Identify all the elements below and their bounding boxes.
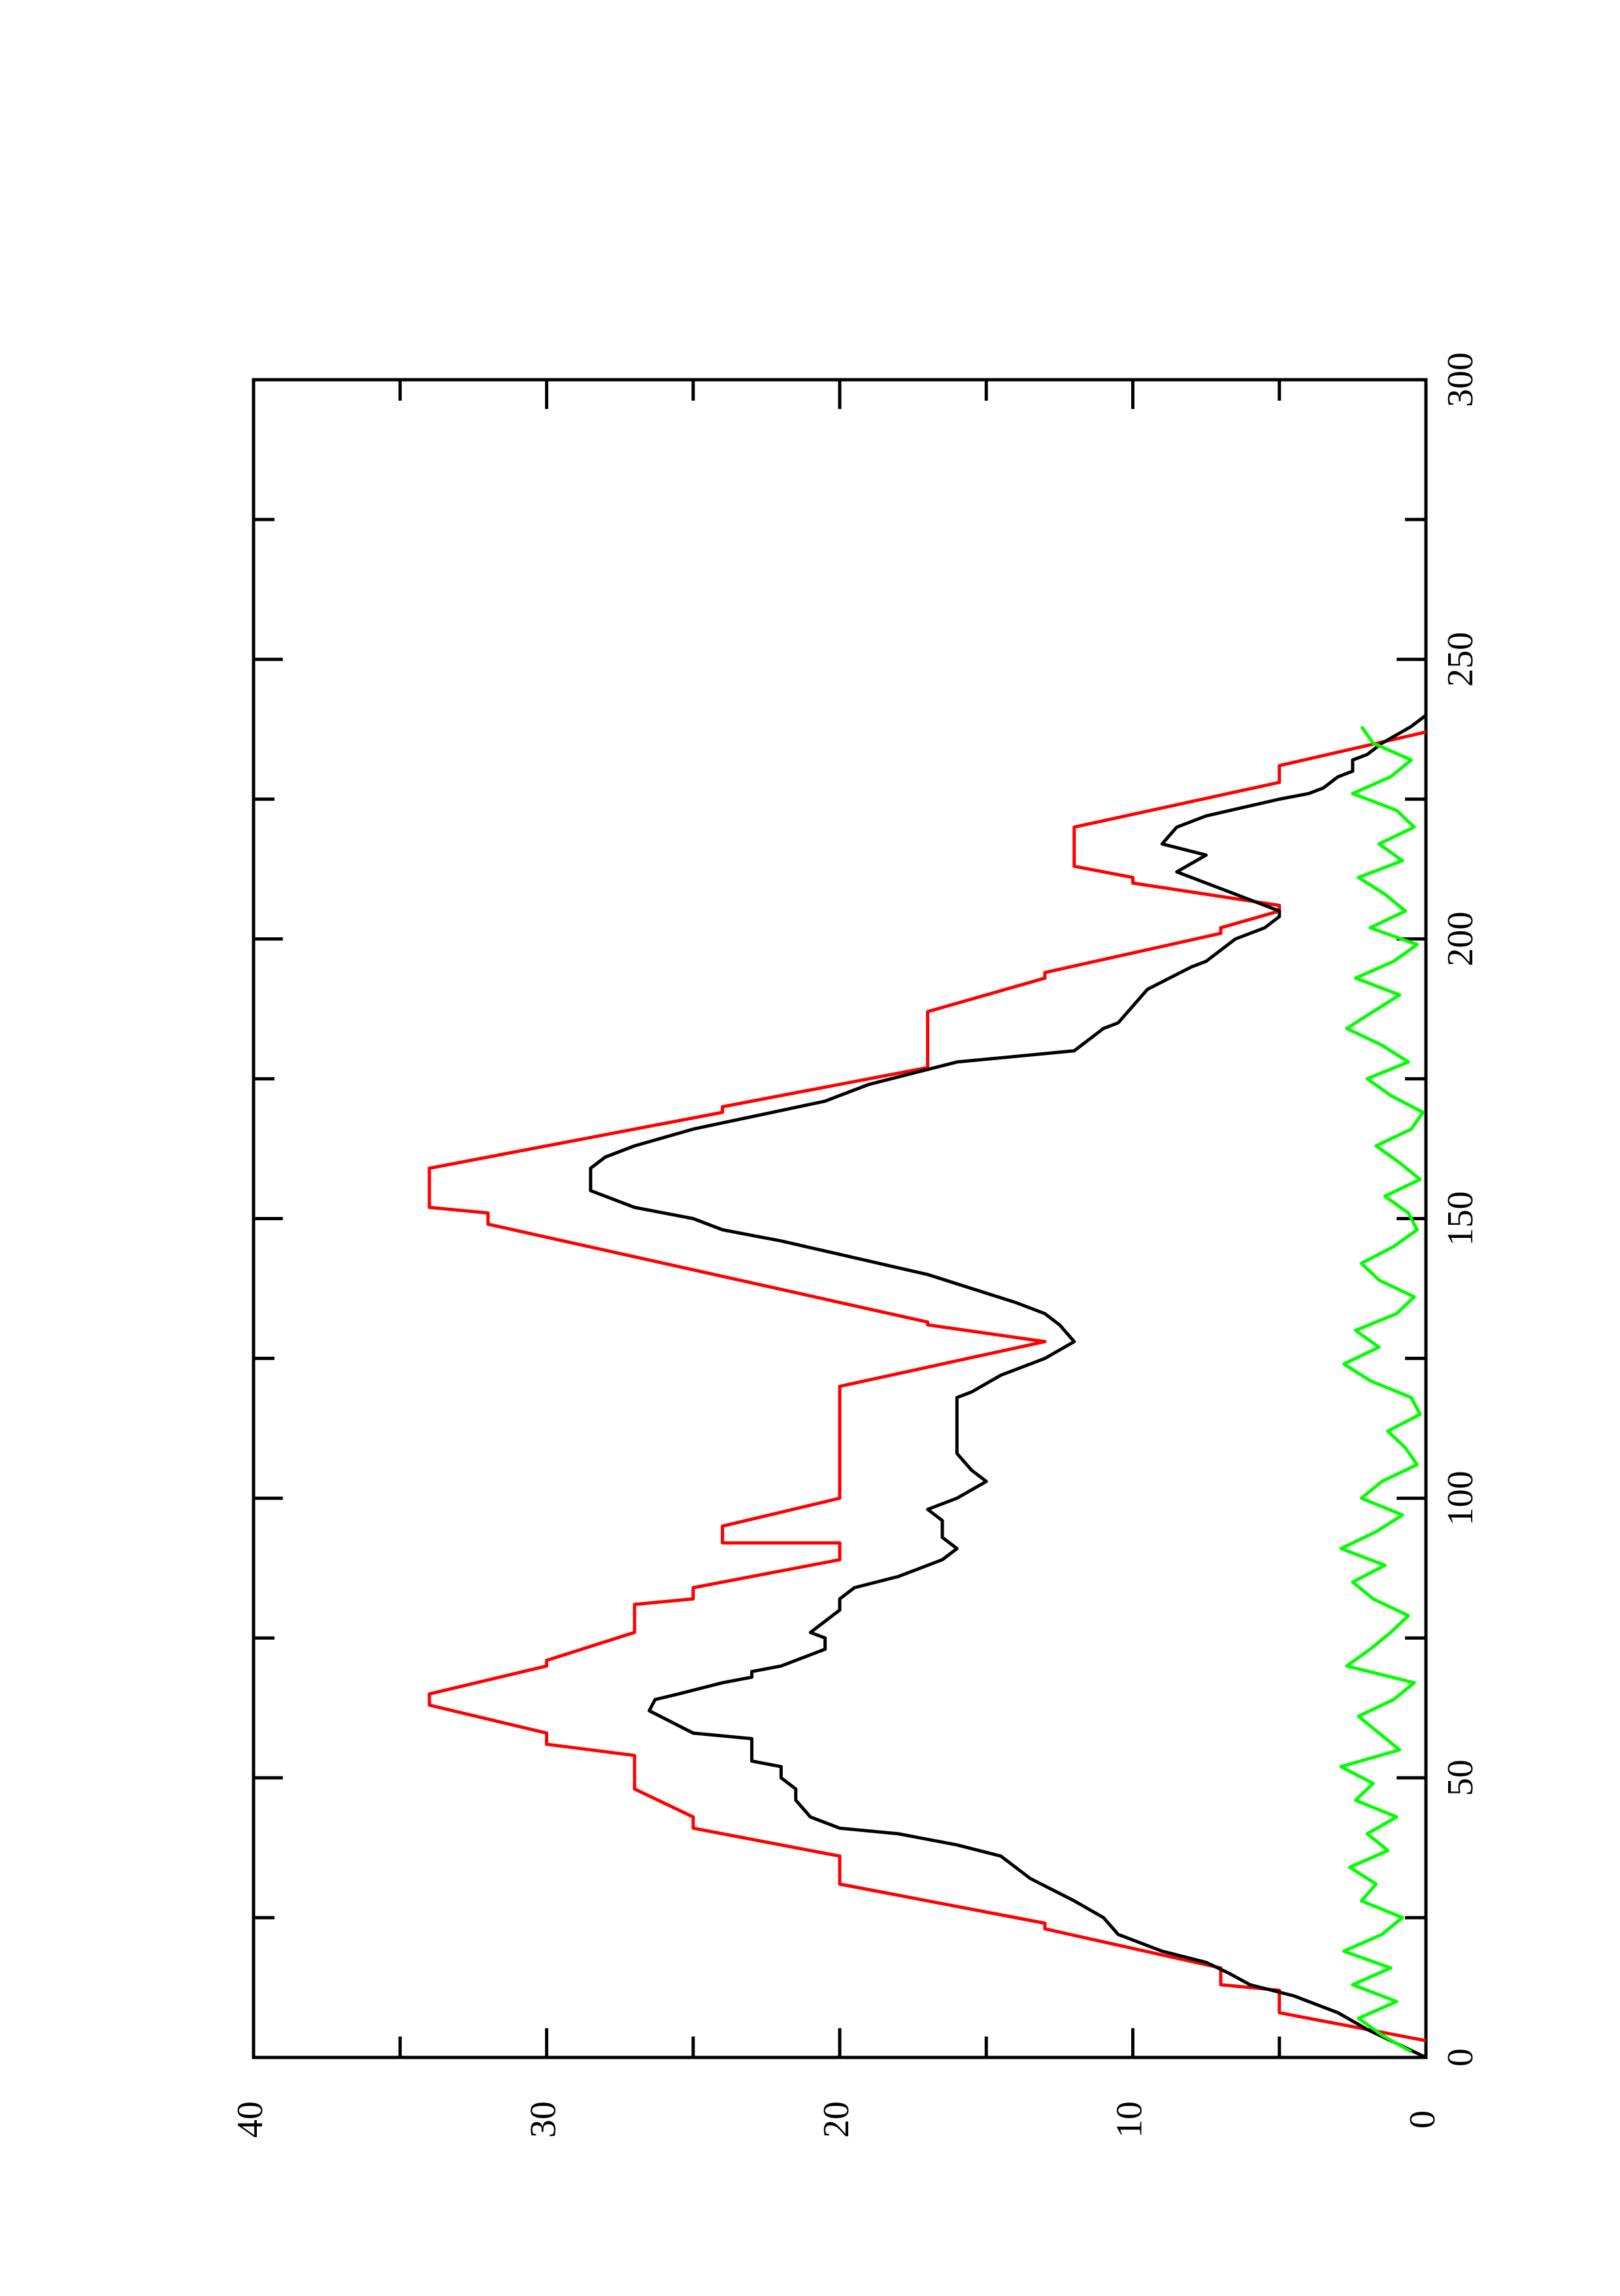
plot-frame (252, 378, 1428, 2059)
x-tick-label: 100 (1440, 1471, 1481, 1525)
data-line (589, 714, 1427, 2059)
x-tick-label: 150 (1440, 1191, 1481, 1246)
data-line (427, 730, 1427, 2042)
y-tick-label: 10 (1109, 2101, 1149, 2138)
y-tick-label: 0 (1402, 2110, 1443, 2129)
data-line (1339, 725, 1425, 2054)
y-tick-label: 30 (523, 2101, 563, 2138)
x-tick-label: 0 (1440, 2048, 1481, 2067)
x-tick-label: 50 (1440, 1759, 1481, 1796)
x-tick-label: 250 (1440, 632, 1481, 687)
x-tick-label: 200 (1440, 912, 1481, 967)
y-tick-label: 40 (230, 2101, 271, 2138)
y-tick-label: 20 (816, 2101, 857, 2138)
x-tick-label: 300 (1440, 352, 1481, 407)
